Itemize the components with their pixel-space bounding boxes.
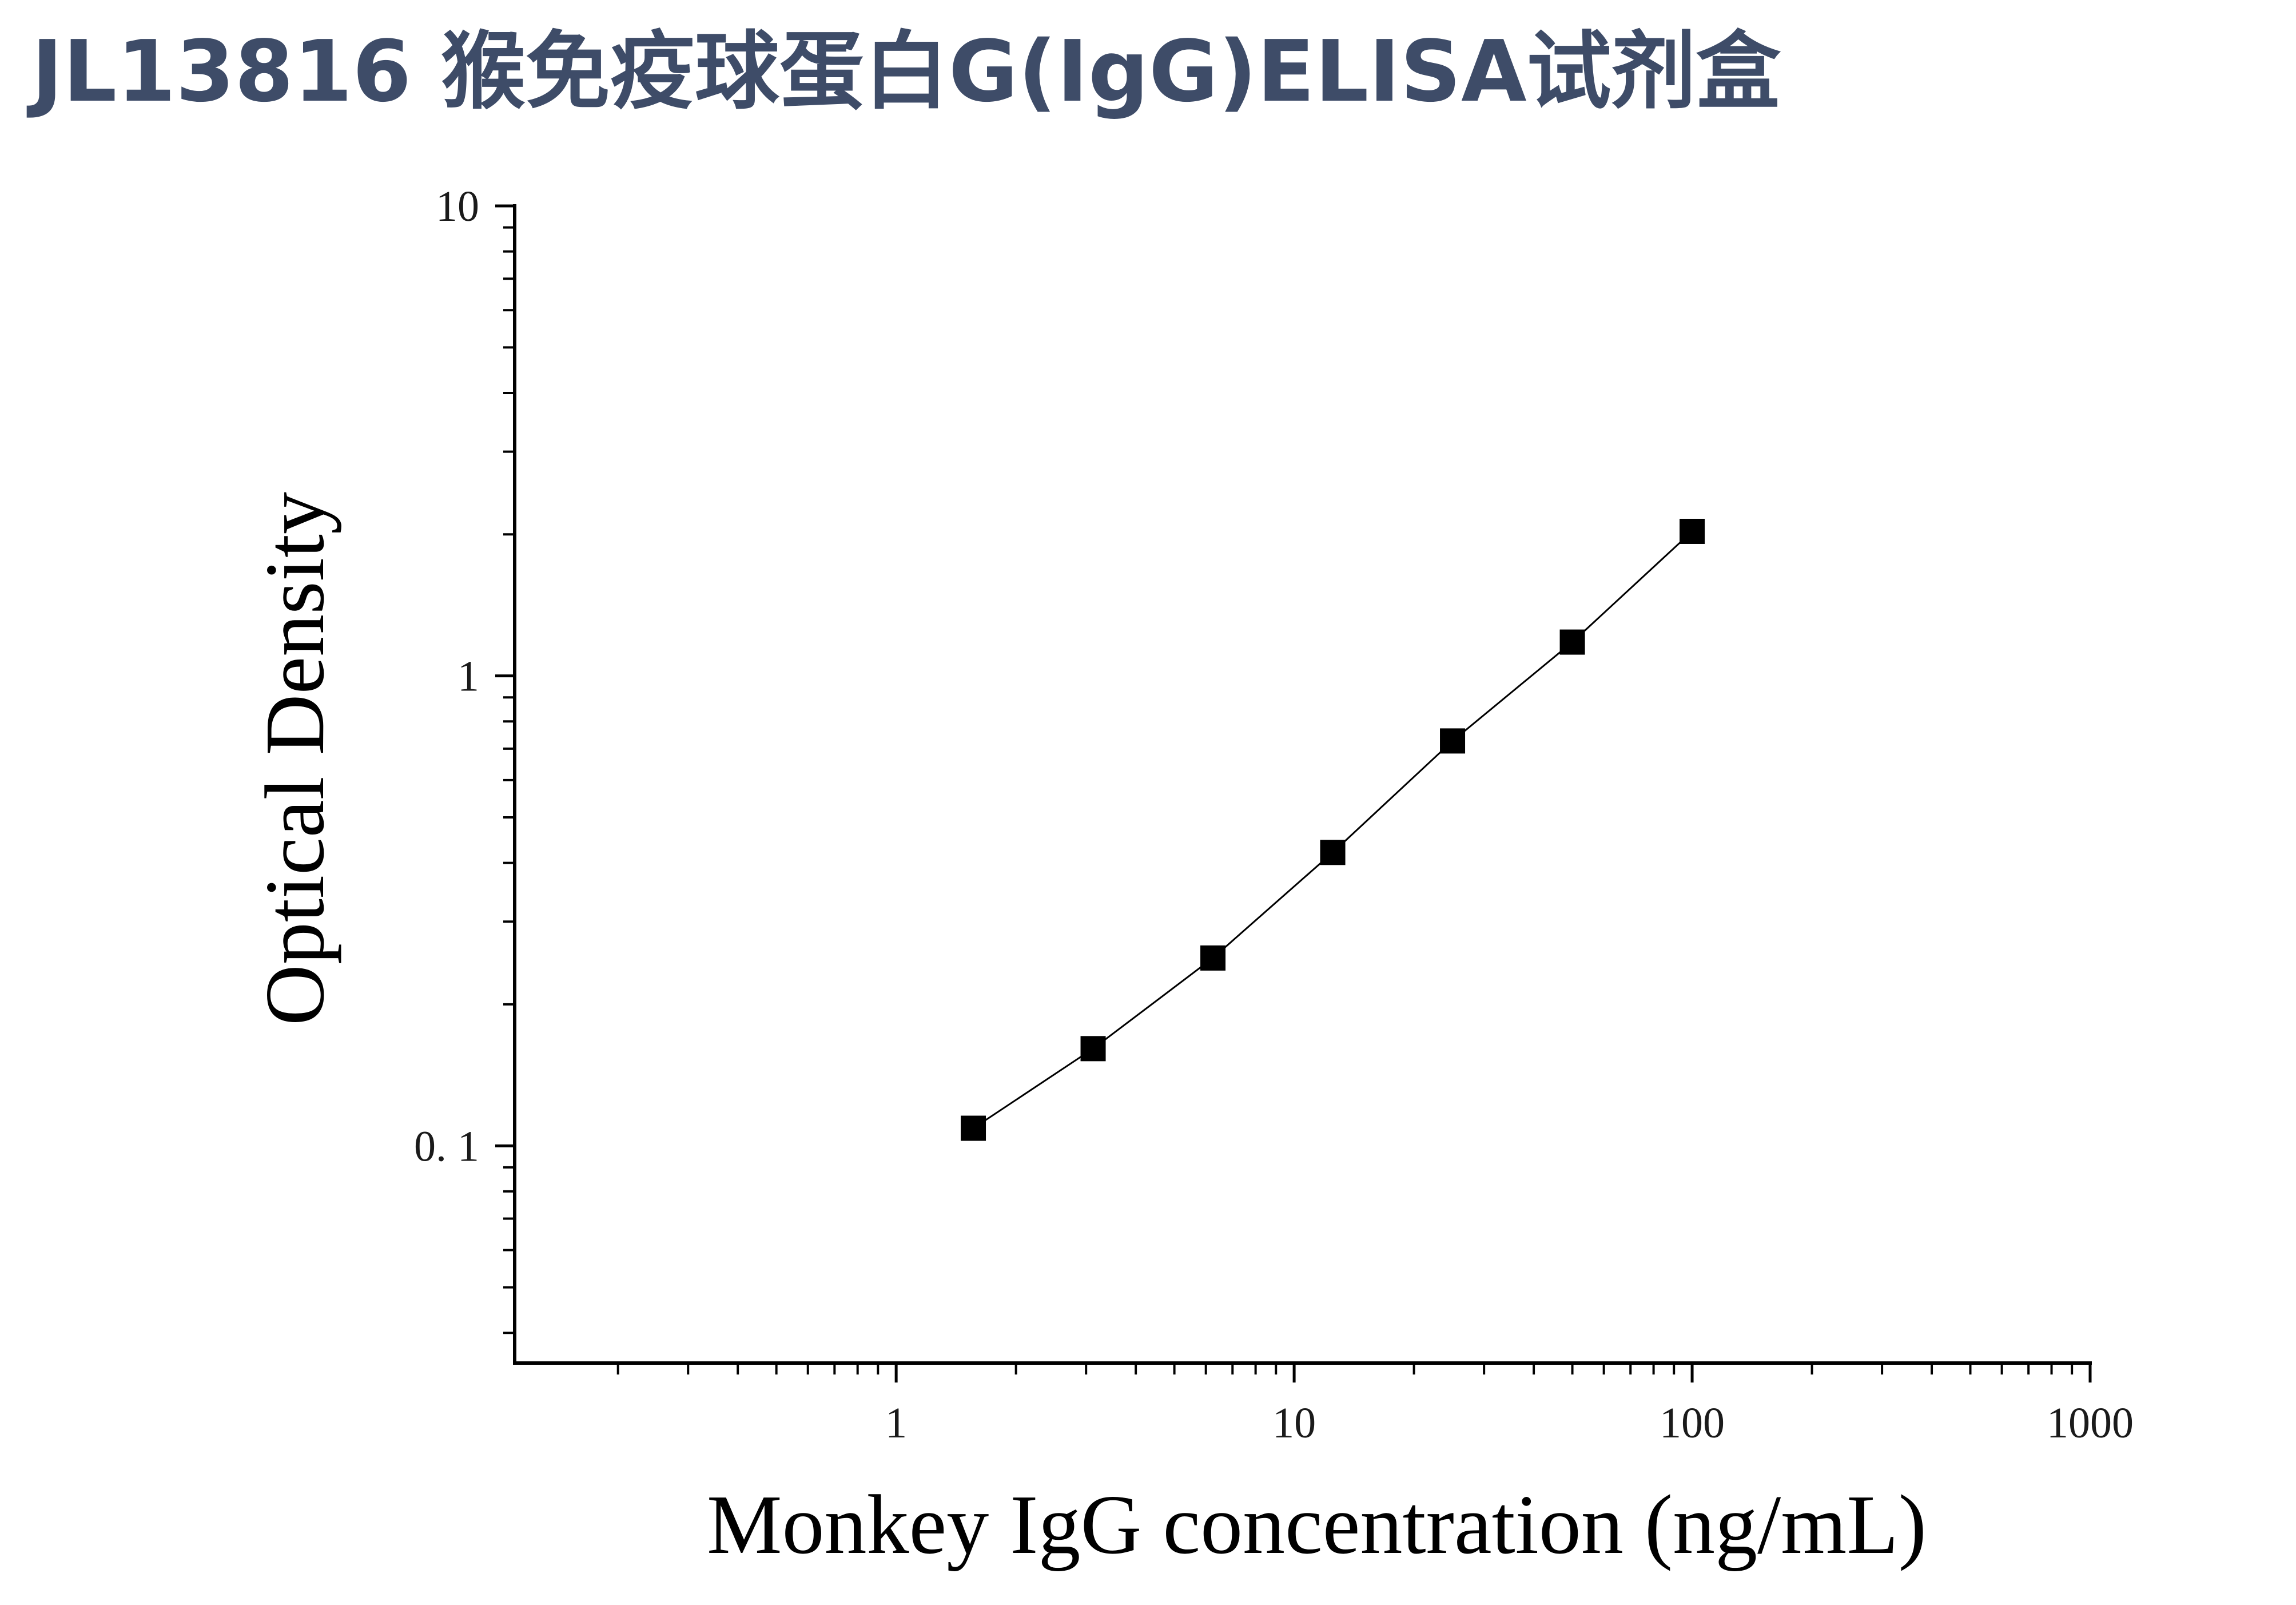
data-point xyxy=(1559,629,1585,655)
data-point xyxy=(1080,1036,1106,1062)
y-tick-label: 1 xyxy=(457,653,479,701)
x-tick-label: 1000 xyxy=(2047,1399,2134,1447)
axis-labels: 1 10 100 1000 0. 1 1 10 Monkey IgG concentratio… xyxy=(248,182,2134,1572)
x-tick-label: 100 xyxy=(1660,1399,1725,1447)
data-point xyxy=(1320,840,1346,865)
x-axis-title: Monkey IgG concentration (ng/mL) xyxy=(707,1478,1927,1572)
data-point xyxy=(961,1115,986,1141)
data-point xyxy=(1440,728,1466,754)
y-tick-label: 10 xyxy=(436,182,479,231)
y-axis-title: Optical Density xyxy=(248,492,342,1026)
series-markers xyxy=(961,518,1705,1141)
y-tick-label: 0. 1 xyxy=(414,1122,479,1170)
page-title: JL13816 猴免疫球蛋白G(IgG)ELISA试剂盒 xyxy=(31,22,1781,121)
axes xyxy=(495,204,2092,1382)
data-point xyxy=(1200,945,1226,971)
x-tick-label: 10 xyxy=(1272,1399,1316,1447)
data-point xyxy=(1680,518,1705,544)
x-tick-label: 1 xyxy=(885,1399,907,1447)
